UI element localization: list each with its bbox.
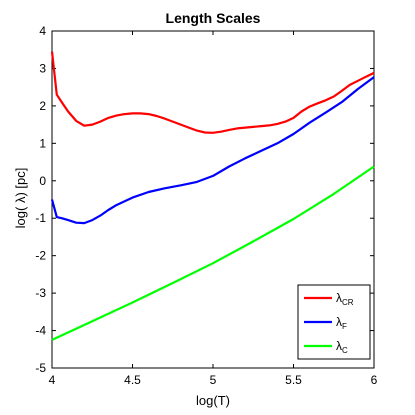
y-tick-label: -2 <box>35 249 46 263</box>
y-tick-label: 2 <box>39 99 46 113</box>
legend-label-c: λC <box>336 339 348 355</box>
series-line-f <box>50 76 375 225</box>
x-tick-label: 6 <box>371 373 378 387</box>
x-tick-label: 4 <box>49 373 56 387</box>
y-tick-label: 1 <box>39 136 46 150</box>
y-tick-label: -1 <box>35 211 46 225</box>
x-tick-label: 5 <box>210 373 217 387</box>
y-tick-label: 0 <box>39 174 46 188</box>
y-tick-label: -3 <box>35 286 46 300</box>
series-layer <box>50 51 375 341</box>
x-axis-label: log(T) <box>196 393 230 408</box>
y-axis-label: log( λ) [pc] <box>13 168 28 229</box>
legend-label-f: λF <box>336 315 347 331</box>
series-line-c <box>51 165 375 341</box>
y-tick-label: 4 <box>39 24 46 38</box>
y-tick-label: 3 <box>39 61 46 75</box>
y-tick-label: -5 <box>35 361 46 375</box>
axis-ticks: 4 4.5 5 5.5 6 -5 -4 -3 -2 -1 0 1 2 3 4 <box>35 24 377 387</box>
chart-title: Length Scales <box>166 10 261 26</box>
x-tick-label: 4.5 <box>124 373 141 387</box>
legend: λCR λF λC <box>297 284 371 360</box>
legend-label-cr: λCR <box>336 291 354 307</box>
x-tick-label: 5.5 <box>285 373 302 387</box>
series-line-cr <box>50 51 375 134</box>
y-tick-label: -4 <box>35 324 46 338</box>
